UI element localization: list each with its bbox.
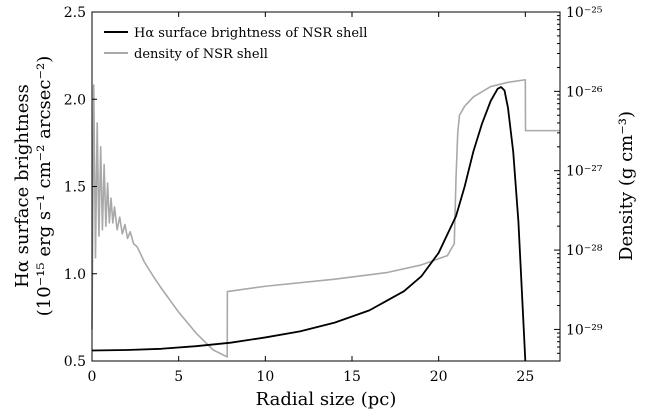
axis-layer: 0 5 10 15 20 25 0.5 1.0 1.5 2.0 2.5 10⁻²⁹ 10⁻²⁸ 10⁻²⁷… — [64, 5, 603, 385]
y-axis-left-label-line2: (10⁻¹⁵ erg s⁻¹ cm⁻² arcsec⁻²) — [34, 56, 55, 316]
y-left-tick-label: 1.0 — [64, 267, 86, 283]
y-right-tick-label: 10⁻²⁹ — [566, 322, 603, 338]
x-tick-label: 15 — [343, 369, 361, 385]
y-right-tick-label: 10⁻²⁶ — [566, 84, 603, 100]
legend: Hα surface brightness of NSR shell densi… — [104, 26, 367, 62]
x-axis-label: Radial size (pc) — [256, 389, 397, 410]
y-left-tick-label: 2.0 — [64, 92, 86, 108]
plot-area — [92, 12, 560, 361]
y-right-tick-label: 10⁻²⁸ — [566, 243, 603, 259]
legend-label-surface-brightness: Hα surface brightness of NSR shell — [134, 26, 367, 41]
y-left-tick-label: 2.5 — [64, 5, 86, 21]
x-tick-label: 10 — [256, 369, 274, 385]
x-tick-label: 20 — [430, 369, 448, 385]
y-axis-left-label-line1: Hα surface brightness — [12, 84, 33, 288]
y-left-tick-label: 0.5 — [64, 354, 86, 370]
y-right-tick-label: 10⁻²⁷ — [566, 164, 603, 180]
series-layer — [91, 78, 560, 362]
x-tick-label: 0 — [88, 369, 97, 385]
y-axis-right-label: Density (g cm⁻³) — [616, 111, 637, 261]
series-line-surface-brightness — [91, 86, 527, 362]
x-tick-label: 25 — [516, 369, 534, 385]
legend-label-density: density of NSR shell — [134, 47, 268, 62]
y-right-tick-label: 10⁻²⁵ — [566, 5, 603, 21]
y-left-tick-label: 1.5 — [64, 180, 86, 196]
series-line-density — [91, 78, 560, 358]
x-tick-label: 5 — [174, 369, 183, 385]
